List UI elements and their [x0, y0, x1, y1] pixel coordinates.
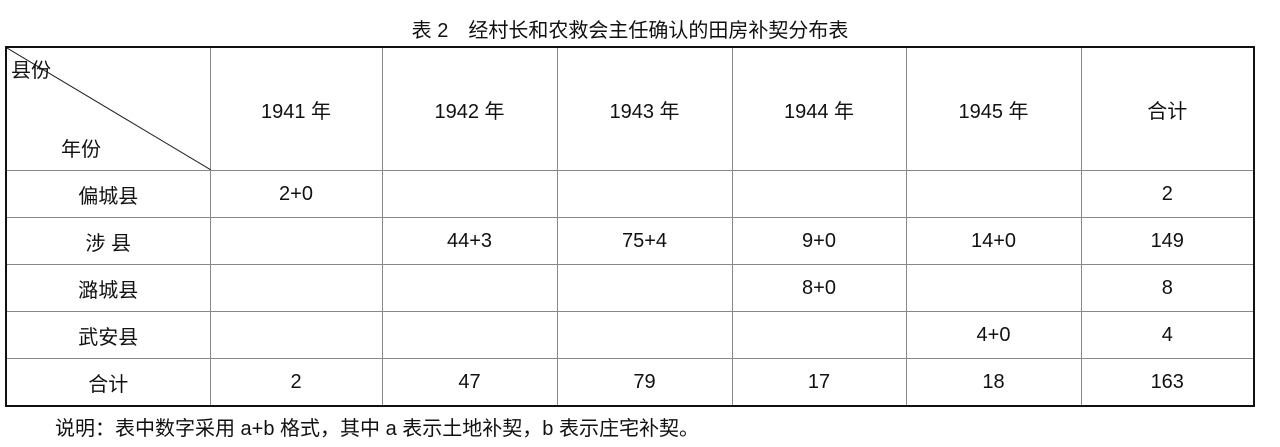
table-cell: [731, 311, 907, 359]
table-cell: [209, 264, 383, 312]
table-row: 涉 县 44+3 75+4 9+0 14+0 149: [5, 217, 1255, 265]
table-cell: 44+3: [381, 217, 558, 265]
table-cell: [731, 170, 907, 218]
row-label: 潞城县: [5, 264, 211, 312]
header-row: 县份 年份 1941 年 1942 年 1943 年 1944 年 1945 年合计: [5, 46, 1255, 171]
row-label: 涉 县: [5, 217, 211, 265]
table-cell: 47: [381, 358, 558, 407]
corner-year-label: 年份: [61, 139, 101, 161]
table-cell: [381, 264, 558, 312]
column-header: 合计: [1080, 46, 1255, 171]
table-cell: 8: [1080, 264, 1255, 312]
table-cell: [209, 311, 383, 359]
table-row: 合计 2 47 79 17 18 163: [5, 358, 1255, 407]
table-row: 偏城县 2+0 2: [5, 170, 1255, 218]
column-header: 1941 年: [209, 46, 383, 171]
table-cell: [556, 311, 733, 359]
table-cell: [556, 170, 733, 218]
table-cell: 9+0: [731, 217, 907, 265]
table-cell: [381, 170, 558, 218]
table-cell: 79: [556, 358, 733, 407]
table-cell: 17: [731, 358, 907, 407]
table-cell: 2: [209, 358, 383, 407]
table-cell: [209, 217, 383, 265]
table-cell: [905, 170, 1082, 218]
contract-distribution-table: 县份 年份 1941 年 1942 年 1943 年 1944 年 1945 年合计 偏…: [5, 46, 1255, 407]
table-title: 表 2 经村长和农救会主任确认的田房补契分布表: [411, 20, 849, 42]
column-header: 1943 年: [556, 46, 733, 171]
table-cell: 2: [1080, 170, 1255, 218]
column-header: 1944 年: [731, 46, 907, 171]
table-cell: 163: [1080, 358, 1255, 407]
table-cell: 2+0: [209, 170, 383, 218]
table-row: 武安县 4+0 4: [5, 311, 1255, 359]
table-cell: [905, 264, 1082, 312]
table-cell: 4: [1080, 311, 1255, 359]
table-cell: [381, 311, 558, 359]
row-label: 偏城县: [5, 170, 211, 218]
row-label: 武安县: [5, 311, 211, 359]
table-cell: 75+4: [556, 217, 733, 265]
table-note: 说明：表中数字采用 a+b 格式，其中 a 表示土地补契，b 表示庄宅补契。: [55, 418, 699, 440]
corner-county-label: 县份: [11, 60, 51, 82]
table-cell: 18: [905, 358, 1082, 407]
column-header: 1945 年: [905, 46, 1082, 171]
corner-header-cell: 县份 年份: [5, 46, 211, 171]
table-cell: 4+0: [905, 311, 1082, 359]
column-header: 1942 年: [381, 46, 558, 171]
table-cell: [556, 264, 733, 312]
table-cell: 14+0: [905, 217, 1082, 265]
table-cell: 149: [1080, 217, 1255, 265]
table-cell: 8+0: [731, 264, 907, 312]
table-row: 潞城县 8+0 8: [5, 264, 1255, 312]
diagonal-divider: [7, 48, 211, 170]
row-label: 合计: [5, 358, 211, 407]
